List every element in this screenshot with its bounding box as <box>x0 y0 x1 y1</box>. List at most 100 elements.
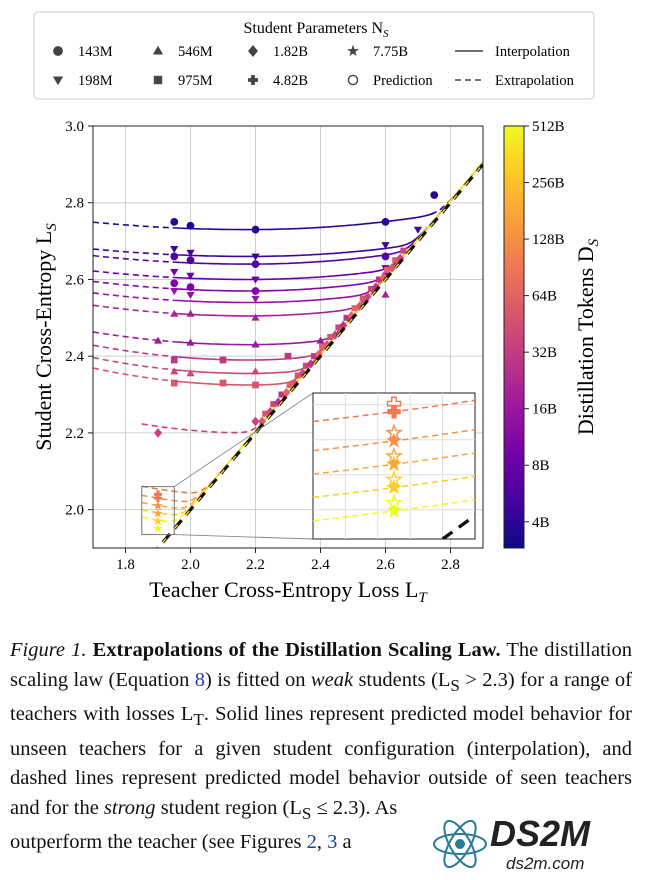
colorbar-tick-label: 32B <box>532 345 557 361</box>
data-point-7-75b <box>153 516 163 526</box>
watermark: DS2M ds2m.com <box>433 813 591 873</box>
data-point-198m <box>170 288 179 296</box>
data-point-975m <box>219 379 227 387</box>
data-point-198m <box>186 272 195 280</box>
caption-text-10: a <box>337 831 352 854</box>
x-tick-label: 2.8 <box>441 557 460 573</box>
legend-item: 143M <box>53 44 113 60</box>
legend-label: 546M <box>178 44 213 60</box>
extrapolation-curve <box>93 248 175 256</box>
caption-text-8: outperform the teacher (see Figures <box>10 831 307 854</box>
extrapolation-curve <box>93 280 175 290</box>
caption-sub-s2: S <box>301 803 312 823</box>
data-point-7-75b <box>384 423 404 441</box>
inset-plot <box>312 392 476 540</box>
caption-text-7: ≤ 2.3). As <box>311 796 398 819</box>
caption-text-6: student region (L <box>155 796 302 819</box>
inset-content <box>313 393 475 539</box>
legend-item: Interpolation <box>455 44 571 60</box>
extrapolation-curve <box>93 270 175 279</box>
data-point-143m <box>170 252 179 261</box>
data-point-1-82b <box>154 428 162 438</box>
y-tick-label: 2.6 <box>65 272 84 288</box>
data-point-198m <box>186 249 195 257</box>
legend-label: 1.82B <box>273 44 308 60</box>
data-point-546m <box>251 340 260 348</box>
data-point-7-75b <box>385 502 403 518</box>
colorbar-tick-label: 64B <box>532 289 557 305</box>
colorbar-gradient <box>503 125 525 549</box>
colorbar-tick-label: 256B <box>532 176 565 192</box>
data-point-546m <box>186 309 195 317</box>
colorbar-tick-label: 16B <box>532 402 557 418</box>
data-point-7-75b <box>385 455 403 472</box>
data-point-7-75b <box>384 469 404 488</box>
legend-label: 143M <box>78 44 113 60</box>
legend-item: Prediction <box>347 73 433 89</box>
data-point-143m <box>381 252 390 261</box>
interpolation-curve <box>174 212 435 231</box>
y-tick-label: 2.0 <box>65 503 84 519</box>
figure-3-link[interactable]: 3 <box>327 831 338 854</box>
colorbar-tick-label: 128B <box>532 232 565 248</box>
x-axis-label-sub: T <box>418 590 428 606</box>
data-point-546m <box>186 338 195 346</box>
x-tick-label: 2.2 <box>246 557 265 573</box>
data-point-975m <box>252 381 259 389</box>
data-point-546m <box>316 336 325 344</box>
data-point-975m <box>219 356 227 364</box>
data-point-7-75b <box>153 523 163 533</box>
legend-open-circle-icon <box>347 74 359 86</box>
y-axis-label-sub: S <box>44 223 60 231</box>
extrapolation-curve <box>93 221 175 229</box>
equation-link[interactable]: 8 <box>194 668 205 691</box>
caption-sub-t: T <box>193 710 204 730</box>
zoom-rectangle <box>141 486 175 536</box>
colorbar-tick-label: 512B <box>532 119 565 135</box>
figure-label: Figure 1. <box>10 639 87 661</box>
legend-title-sub: S <box>383 28 389 40</box>
colorbar-tick-label: 4B <box>532 515 550 531</box>
data-point-1-82b <box>251 416 260 427</box>
data-point-975m <box>170 379 178 387</box>
data-point-546m <box>170 367 179 375</box>
data-point-546m <box>153 336 163 344</box>
inset-identity-line <box>441 513 475 539</box>
colorbar-label-sub: S <box>586 238 602 246</box>
colorbar: 4B 8B 16B 32B 64B 128B 256B 512B Distillation T… <box>503 119 602 549</box>
data-point-143m <box>381 218 390 226</box>
axis-ticks: 1.8 2.0 2.2 2.4 2.6 2.8 2.0 2.2 2.4 2.6 2.8 3.0 <box>65 119 460 573</box>
caption-sub-s1: S <box>450 675 460 695</box>
data-point-143m <box>251 287 260 295</box>
data-point-975m <box>284 352 292 360</box>
legend-label: 198M <box>78 73 113 89</box>
y-tick-label: 2.4 <box>65 349 84 365</box>
figure-2-link[interactable]: 2 <box>306 831 317 854</box>
legend-label: Interpolation <box>495 44 571 60</box>
legend-triangle-up-icon <box>152 45 164 55</box>
data-point-198m <box>251 295 260 303</box>
figure-caption: Figure 1. Extrapolations of the Distilla… <box>10 636 632 858</box>
y-tick-label: 3.0 <box>65 119 84 135</box>
data-point-143m <box>251 225 260 234</box>
extrapolation-curve <box>93 356 175 371</box>
legend-plus-icon <box>248 75 258 85</box>
data-point-198m <box>381 242 390 250</box>
data-point-198m <box>251 253 260 261</box>
data-point-4-82b <box>386 396 402 411</box>
caption-weak: weak <box>310 668 354 691</box>
legend-item: 975M <box>153 73 213 89</box>
data-point-975m <box>400 247 407 254</box>
legend-label: 4.82B <box>273 73 308 89</box>
legend-item: 1.82B <box>248 44 308 60</box>
data-point-143m <box>186 256 195 265</box>
legend: Student Parameters NS 143M 546M 1.82B 7.75B… <box>33 11 595 100</box>
caption-text-5: . Solid lines represent predicted model … <box>10 703 633 819</box>
caption-text-1: The distillation scaling law (Equation <box>10 639 632 691</box>
extrapolation-curve <box>93 292 175 302</box>
legend-square-icon <box>153 75 163 85</box>
y-axis-label: Student Cross-Entropy LS <box>31 223 60 451</box>
data-point-546m <box>251 313 260 321</box>
caption-text-2: ) is fitted on <box>205 668 311 691</box>
data-point-7-75b <box>153 508 163 518</box>
